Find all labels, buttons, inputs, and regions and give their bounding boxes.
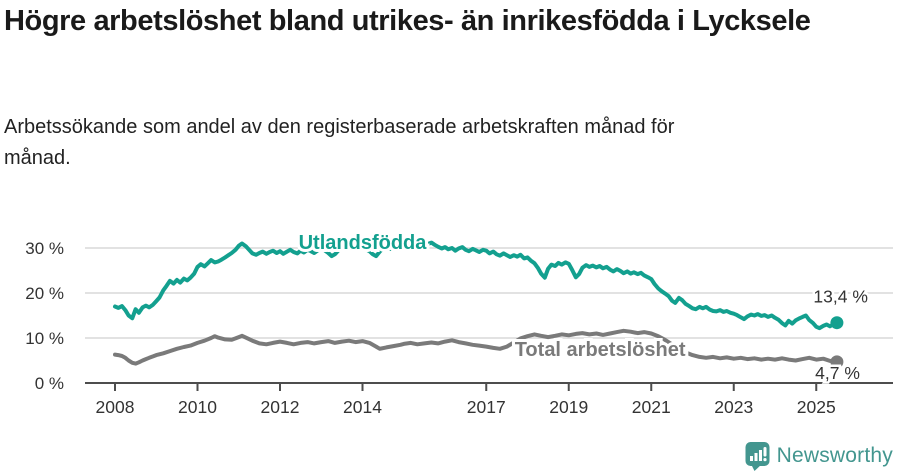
series-label-1: Total arbetslöshet [515, 339, 686, 361]
x-tick-label: 2023 [714, 397, 753, 417]
x-tick-label: 2017 [467, 397, 506, 417]
y-tick-label: 0 % [35, 374, 64, 393]
newsworthy-logo-icon [745, 442, 770, 471]
x-tick-label: 2010 [178, 397, 217, 417]
y-tick-label: 30 % [25, 239, 64, 258]
x-tick-label: 2014 [343, 397, 382, 417]
chart-subtitle: Arbetssökande som andel av den registerb… [4, 116, 675, 169]
x-tick-label: 2021 [632, 397, 671, 417]
series-end-dot-0 [830, 316, 844, 330]
y-tick-label: 20 % [25, 284, 64, 303]
series-end-dot-1 [830, 355, 844, 369]
x-tick-label: 2025 [797, 397, 836, 417]
brand-footer: Newsworthy [745, 441, 893, 471]
y-tick-label: 10 % [25, 329, 64, 348]
brand-name: Newsworthy [776, 444, 893, 467]
series-line-0 [113, 240, 839, 331]
page-title: Högre arbetslöshet bland utrikes- än inr… [4, 5, 811, 37]
x-tick-label: 2008 [96, 397, 135, 417]
x-tick-label: 2019 [549, 397, 588, 417]
end-value-label-0: 13,4 % [813, 287, 867, 307]
x-tick-label: 2012 [261, 397, 300, 417]
end-value-label-1: 4,7 % [815, 363, 860, 383]
series-label-0: Utlandsfödda [299, 232, 428, 254]
series-line-1 [113, 328, 839, 366]
